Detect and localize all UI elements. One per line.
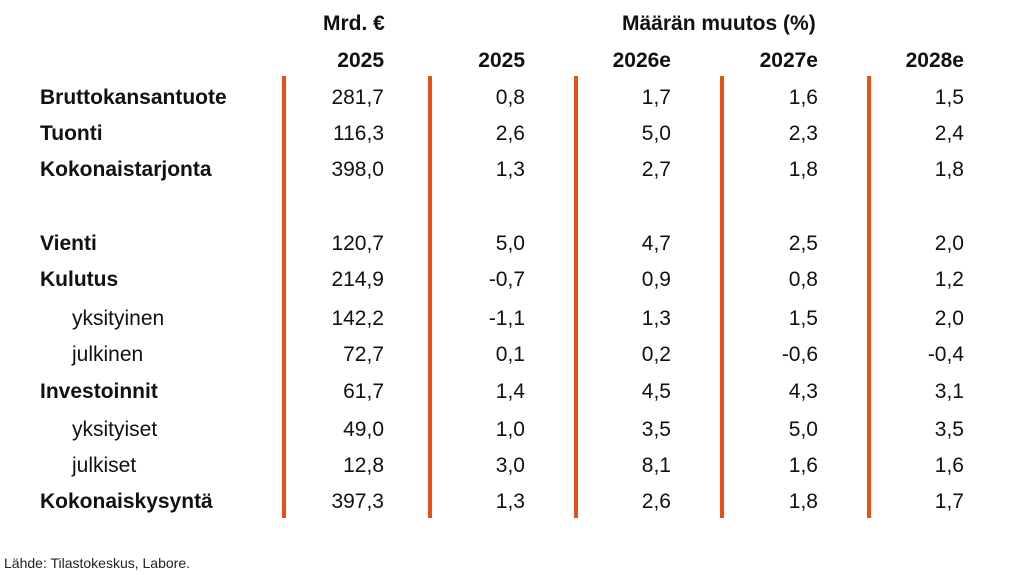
table-cell: 214,9 xyxy=(331,268,384,291)
table-row: yksityinen 142,2 -1,1 1,3 1,5 2,0 xyxy=(0,307,1024,337)
column-header-1: 2025 xyxy=(478,49,525,72)
table-cell: 1,3 xyxy=(495,490,525,513)
row-label: Kulutus xyxy=(40,268,119,291)
table-cell: 3,1 xyxy=(934,380,964,403)
table-cell: 398,0 xyxy=(331,158,384,181)
table-cell: 61,7 xyxy=(343,380,384,403)
table-cell: 1,3 xyxy=(495,158,525,181)
row-label: yksityiset xyxy=(72,418,158,441)
row-label: Investoinnit xyxy=(40,380,158,403)
column-separator-1 xyxy=(428,76,432,518)
table-cell: 1,2 xyxy=(934,268,964,291)
table-cell: 3,5 xyxy=(934,418,964,441)
table-cell: 0,8 xyxy=(495,86,525,109)
table-cell: 116,3 xyxy=(333,122,384,145)
table-cell: 1,5 xyxy=(934,86,964,109)
table-cell: 0,9 xyxy=(641,268,671,291)
table-cell: 1,7 xyxy=(641,86,671,109)
row-label: Kokonaistarjonta xyxy=(40,158,212,181)
row-label: Vienti xyxy=(40,232,97,255)
row-label: yksityinen xyxy=(72,307,165,330)
table-cell: 1,6 xyxy=(934,454,964,477)
column-separator-0 xyxy=(282,76,286,518)
column-separator-3 xyxy=(720,76,724,518)
table-cell: 5,0 xyxy=(788,418,818,441)
table-row: Kokonaiskysyntä 397,3 1,3 2,6 1,8 1,7 xyxy=(0,490,1024,520)
table-cell: 2,0 xyxy=(934,307,964,330)
table-cell: -1,1 xyxy=(488,307,525,330)
table-cell: 12,8 xyxy=(343,454,384,477)
table-cell: 281,7 xyxy=(331,86,384,109)
table-cell: 1,5 xyxy=(788,307,818,330)
table-cell: 1,7 xyxy=(934,490,964,513)
table-cell: 4,3 xyxy=(788,380,818,403)
table-cell: 1,3 xyxy=(641,307,671,330)
table-cell: 1,6 xyxy=(788,454,818,477)
table-cell: 1,6 xyxy=(788,86,818,109)
table-cell: 1,8 xyxy=(788,158,818,181)
table-cell: 120,7 xyxy=(331,232,384,255)
column-separator-2 xyxy=(574,76,578,518)
table-cell: 0,1 xyxy=(495,343,525,366)
table-row: Vienti 120,7 5,0 4,7 2,5 2,0 xyxy=(0,232,1024,262)
table-row: yksityiset 49,0 1,0 3,5 5,0 3,5 xyxy=(0,418,1024,448)
table-cell: 2,4 xyxy=(934,122,964,145)
table-cell: 397,3 xyxy=(331,490,384,513)
table-row: Kokonaistarjonta 398,0 1,3 2,7 1,8 1,8 xyxy=(0,158,1024,188)
table-cell: -0,4 xyxy=(927,343,964,366)
column-separator-4 xyxy=(867,76,871,518)
column-header-0: 2025 xyxy=(337,49,384,72)
table-cell: 3,0 xyxy=(495,454,525,477)
header-group-value: Mrd. € xyxy=(323,12,385,35)
table-cell: 49,0 xyxy=(343,418,384,441)
table-cell: 2,5 xyxy=(788,232,818,255)
table-cell: 142,2 xyxy=(331,307,384,330)
table-cell: 5,0 xyxy=(495,232,525,255)
table-cell: 1,4 xyxy=(495,380,525,403)
table-cell: 2,0 xyxy=(934,232,964,255)
table-cell: 0,8 xyxy=(788,268,818,291)
table-cell: 2,6 xyxy=(495,122,525,145)
row-label: Bruttokansantuote xyxy=(40,86,227,109)
table-cell: -0,6 xyxy=(781,343,818,366)
column-header-4: 2028e xyxy=(905,49,964,72)
table-cell: 1,8 xyxy=(788,490,818,513)
table-row: Investoinnit 61,7 1,4 4,5 4,3 3,1 xyxy=(0,380,1024,410)
source-note: Lähde: Tilastokeskus, Labore. xyxy=(4,555,191,571)
table-row: julkiset 12,8 3,0 8,1 1,6 1,6 xyxy=(0,454,1024,484)
table-cell: 0,2 xyxy=(641,343,671,366)
table-row: Tuonti 116,3 2,6 5,0 2,3 2,4 xyxy=(0,122,1024,152)
row-label: Tuonti xyxy=(40,122,103,145)
table-cell: -0,7 xyxy=(488,268,525,291)
table-cell: 8,1 xyxy=(641,454,671,477)
table-cell: 2,3 xyxy=(788,122,818,145)
table-cell: 2,7 xyxy=(641,158,671,181)
table-cell: 2,6 xyxy=(641,490,671,513)
table-cell: 4,5 xyxy=(641,380,671,403)
table-row: Kulutus 214,9 -0,7 0,9 0,8 1,2 xyxy=(0,268,1024,298)
table-cell: 1,8 xyxy=(934,158,964,181)
table-cell: 72,7 xyxy=(343,343,384,366)
table-row: julkinen 72,7 0,1 0,2 -0,6 -0,4 xyxy=(0,343,1024,373)
row-label: julkinen xyxy=(72,343,144,366)
row-label: julkiset xyxy=(72,454,137,477)
table-cell: 1,0 xyxy=(495,418,525,441)
column-header-3: 2027e xyxy=(759,49,818,72)
header-group-change: Määrän muutos (%) xyxy=(622,12,816,35)
column-header-2: 2026e xyxy=(612,49,671,72)
row-label: Kokonaiskysyntä xyxy=(40,490,213,513)
table-row: Bruttokansantuote 281,7 0,8 1,7 1,6 1,5 xyxy=(0,86,1024,116)
table-cell: 4,7 xyxy=(641,232,671,255)
table-cell: 3,5 xyxy=(641,418,671,441)
table-cell: 5,0 xyxy=(641,122,671,145)
